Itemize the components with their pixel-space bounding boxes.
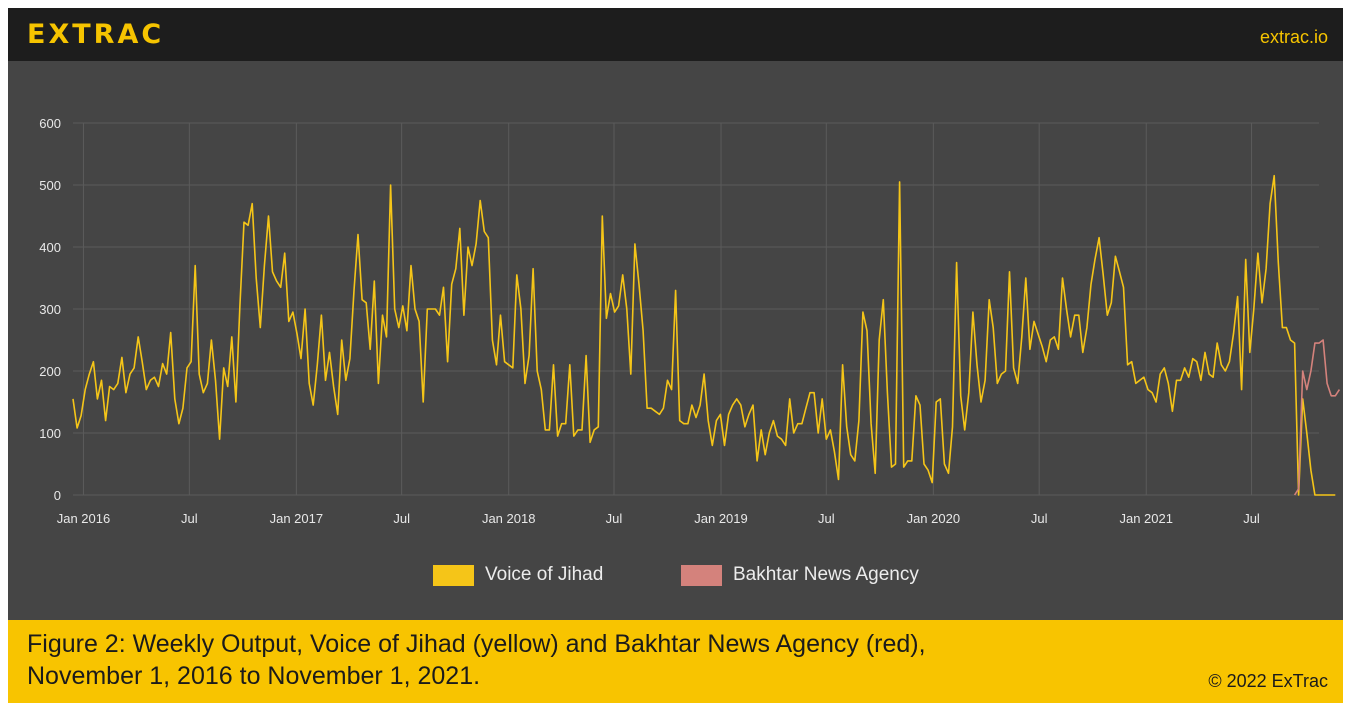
legend-label-bakhtar-news-agency: Bakhtar News Agency	[733, 564, 919, 585]
legend-swatch-bakhtar-news-agency	[681, 565, 722, 586]
y-tick-label-300: 300	[39, 302, 61, 317]
legend-label-voice-of-jihad: Voice of Jihad	[485, 564, 604, 585]
x-tick-label-2: Jan 2017	[270, 511, 324, 526]
x-tick-label-5: Jul	[606, 511, 623, 526]
y-tick-label-100: 100	[39, 426, 61, 441]
figure-caption: Figure 2: Weekly Output, Voice of Jihad …	[27, 630, 926, 690]
chart-legend: Voice of Jihad Bakhtar News Agency	[8, 558, 1343, 590]
legend-swatch-voice-of-jihad	[433, 565, 474, 586]
y-tick-label-500: 500	[39, 178, 61, 193]
x-tick-label-8: Jan 2020	[907, 511, 961, 526]
figure-frame: EXTRAC extrac.io 0 100 200 300 400 500 600 Jan …	[8, 8, 1343, 703]
copyright-notice: © 2022 ExTrac	[1208, 671, 1328, 691]
x-tick-label-1: Jul	[181, 511, 198, 526]
y-tick-label-0: 0	[54, 488, 61, 503]
x-tick-label-3: Jul	[393, 511, 410, 526]
x-tick-label-0: Jan 2016	[57, 511, 111, 526]
x-tick-label-7: Jul	[818, 511, 835, 526]
extrac-logo: EXTRAC	[27, 19, 165, 50]
x-tick-label-9: Jul	[1031, 511, 1048, 526]
series-line-0	[72, 174, 1336, 496]
x-tick-label-6: Jan 2019	[694, 511, 748, 526]
x-tick-label-11: Jul	[1243, 511, 1260, 526]
y-tick-label-200: 200	[39, 364, 61, 379]
x-tick-label-4: Jan 2018	[482, 511, 536, 526]
y-tick-label-600: 600	[39, 116, 61, 131]
x-tick-label-10: Jan 2021	[1119, 511, 1173, 526]
weekly-output-chart: 0 100 200 300 400 500 600 Jan 2016 Jul Jan 2017 Ju…	[39, 116, 1341, 526]
figure-caption-bar: Figure 2: Weekly Output, Voice of Jihad …	[8, 620, 1343, 703]
series-line-1	[1293, 339, 1341, 496]
header-bar: EXTRAC extrac.io	[8, 8, 1343, 61]
y-tick-label-400: 400	[39, 240, 61, 255]
site-url[interactable]: extrac.io	[1259, 27, 1328, 47]
